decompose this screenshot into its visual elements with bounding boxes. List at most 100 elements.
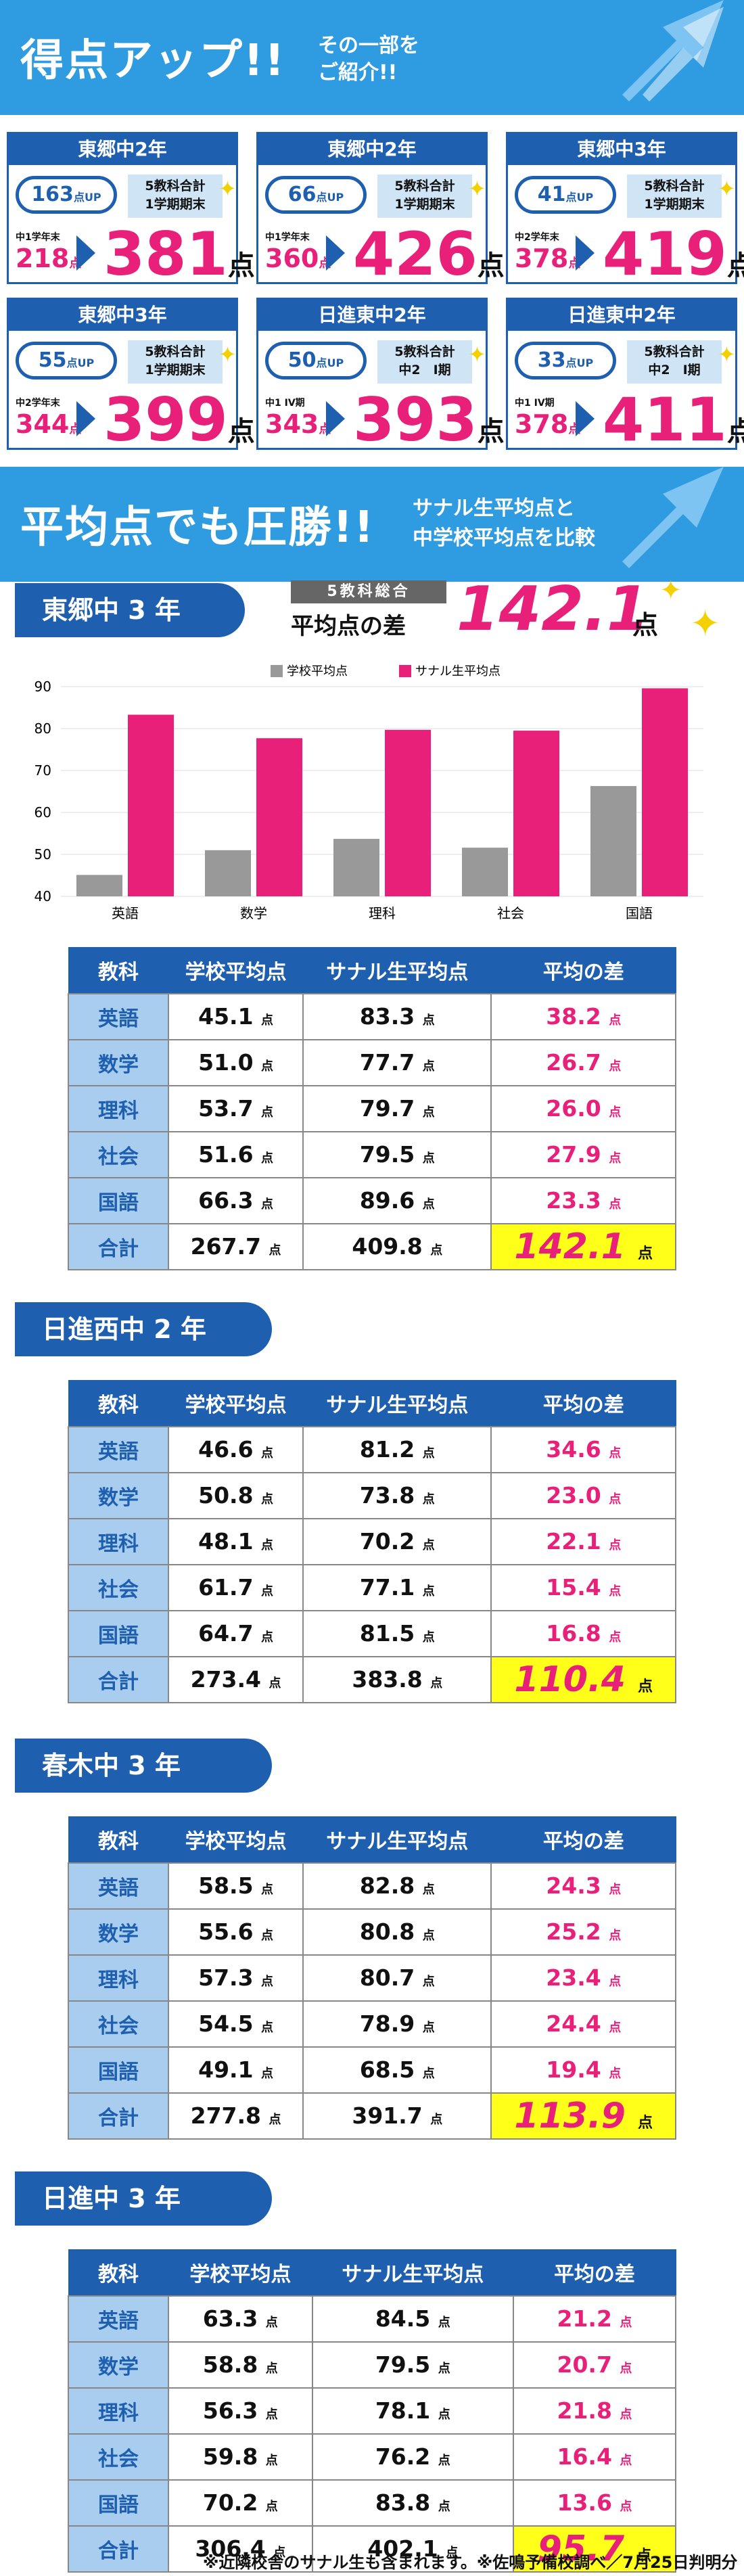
sparkle-icon: ✦ <box>468 176 486 202</box>
subject-cell: 英語 <box>68 992 169 1040</box>
new-score: 381点 <box>103 221 255 300</box>
school-avg-value: 61.7 <box>198 1574 254 1601</box>
exam-box-line2: 1学期期末 <box>145 363 206 377</box>
arrow-right-icon <box>76 235 95 271</box>
diff-cell: 24.4 点 <box>490 2000 676 2048</box>
table-row: 国語 64.7 点 81.5 点 16.8 点 <box>68 1609 676 1657</box>
sanaru-avg-value: 409.8 <box>352 1233 423 1260</box>
sanaru-avg-cell: 82.8 点 <box>302 1862 492 1910</box>
subject-cell: 合計 <box>68 2525 169 2573</box>
table-row: 国語 49.1 点 68.5 点 19.4 点 <box>68 2046 676 2094</box>
new-value: 393 <box>353 385 478 455</box>
school-heading: 東郷中 3 年 <box>15 583 245 637</box>
diff-cell: 23.4 点 <box>490 1954 676 2002</box>
diff-cell: 27.9 点 <box>490 1130 676 1178</box>
new-score: 399点 <box>103 386 255 465</box>
diff-value: 26.0 <box>546 1095 601 1122</box>
diff-value: 21.8 <box>557 2397 612 2424</box>
sanaru-avg-cell: 78.9 点 <box>302 2000 492 2048</box>
school-avg-value: 56.3 <box>202 2397 258 2424</box>
exam-box-line2: 1学期期末 <box>394 197 455 212</box>
diff-cell: 34.6 点 <box>490 1425 676 1473</box>
prev-value: 343 <box>265 409 319 439</box>
new-score: 411点 <box>603 386 744 465</box>
banner-subtitle-1: サナル生平均点と <box>413 497 575 520</box>
subject-cell: 合計 <box>68 1222 169 1270</box>
new-unit: 点 <box>726 416 744 447</box>
up-value: 41 <box>537 183 566 206</box>
table-row: 英語 46.6 点 81.2 点 34.6 点 <box>68 1425 676 1473</box>
diff-value: 16.8 <box>546 1620 601 1647</box>
sanaru-avg-value: 79.7 <box>359 1095 415 1122</box>
unit: 点 <box>265 2316 278 2330</box>
new-unit: 点 <box>227 416 255 447</box>
school-avg-cell: 51.0 点 <box>167 1038 304 1086</box>
diff-value: 38.2 <box>546 1003 601 1030</box>
prev-label: 中2学年末 <box>515 232 559 243</box>
table-row: 合計 277.8 点 391.7 点 113.9 点 <box>68 2092 676 2140</box>
card-school: 東郷中3年 <box>508 134 735 165</box>
diff-value: 34.6 <box>546 1436 601 1463</box>
unit: 点 <box>422 1538 435 1552</box>
unit: 点 <box>273 2546 286 2560</box>
sparkle-icon: ✦ <box>659 575 682 606</box>
unit: 点 <box>620 2454 632 2468</box>
table-row: 合計 273.4 点 383.8 点 110.4 点 <box>68 1655 676 1703</box>
unit: 点 <box>269 1243 281 1258</box>
school-avg-cell: 70.2 点 <box>168 2479 313 2527</box>
subject-cell: 国語 <box>68 1176 169 1224</box>
school-avg-cell: 56.3 点 <box>168 2387 313 2435</box>
sanaru-avg-cell: 80.8 点 <box>302 1908 492 1956</box>
diff-cell: 21.8 点 <box>512 2387 677 2435</box>
up-unit: 点UP <box>565 356 594 369</box>
school-avg-value: 64.7 <box>198 1620 254 1647</box>
subject-cell: 理科 <box>68 2387 169 2435</box>
diff-value: 15.4 <box>546 1574 601 1601</box>
bar <box>513 731 559 896</box>
unit: 点 <box>422 1630 435 1644</box>
prev-value: 360 <box>265 244 319 273</box>
subject-cell: 国語 <box>68 2046 169 2094</box>
unit: 点 <box>261 2021 274 2035</box>
unit: 点 <box>609 1446 622 1460</box>
up-unit: 点UP <box>316 191 344 204</box>
table-row: 理科 53.7 点 79.7 点 26.0 点 <box>68 1084 676 1132</box>
arrow-right-icon <box>326 235 345 271</box>
subject-cell: 理科 <box>68 1084 169 1132</box>
banner-average: 平均点でも圧勝!! サナル生平均点と 中学校平均点を比較 <box>0 467 744 582</box>
table-row: 社会 51.6 点 79.5 点 27.9 点 <box>68 1130 676 1178</box>
unit: 点 <box>422 1975 435 1989</box>
up-value: 163 <box>31 183 74 206</box>
unit: 点 <box>422 1584 435 1598</box>
table-row: 社会 54.5 点 78.9 点 24.4 点 <box>68 2000 676 2048</box>
diff-cell: 110.4 点 <box>490 1655 676 1703</box>
diff-value: 95.7 <box>537 2528 625 2569</box>
diff-value: 22.1 <box>546 1528 601 1555</box>
school-avg-value: 306.4 <box>195 2535 266 2562</box>
unit: 点 <box>261 1105 274 1120</box>
unit: 点 <box>620 2408 632 2422</box>
prev-label: 中1 IV期 <box>515 398 555 409</box>
new-score: 393点 <box>353 386 505 465</box>
table-row: 国語 66.3 点 89.6 点 23.3 点 <box>68 1176 676 1224</box>
unit: 点 <box>638 1245 653 1262</box>
diff-cell: 26.0 点 <box>490 1084 676 1132</box>
up-value: 66 <box>287 183 317 206</box>
subject-cell: 英語 <box>68 1862 169 1910</box>
banner-title: 得点アップ!! <box>20 36 286 86</box>
sanaru-avg-value: 402.1 <box>367 2535 438 2562</box>
school-avg-value: 48.1 <box>198 1528 254 1555</box>
prev-value: 378 <box>515 244 569 273</box>
school-avg-cell: 45.1 点 <box>167 992 304 1040</box>
column-header: 教科 <box>68 947 169 994</box>
new-value: 411 <box>603 385 727 455</box>
unit: 点 <box>422 1446 435 1460</box>
diff-value: 25.2 <box>546 1918 601 1945</box>
table-row: 理科 57.3 点 80.7 点 23.4 点 <box>68 1954 676 2002</box>
school-avg-value: 49.1 <box>198 2056 254 2083</box>
unit: 点 <box>261 1446 274 1460</box>
legend-swatch <box>399 665 411 677</box>
exam-box-line1: 5教科合計 <box>644 179 705 193</box>
score-card: 東郷中3年 55点UP 5教科合計 1学期期末 ✦ 中2学年末 344点 399点 <box>7 298 255 454</box>
sanaru-avg-cell: 391.7 点 <box>302 2092 492 2140</box>
